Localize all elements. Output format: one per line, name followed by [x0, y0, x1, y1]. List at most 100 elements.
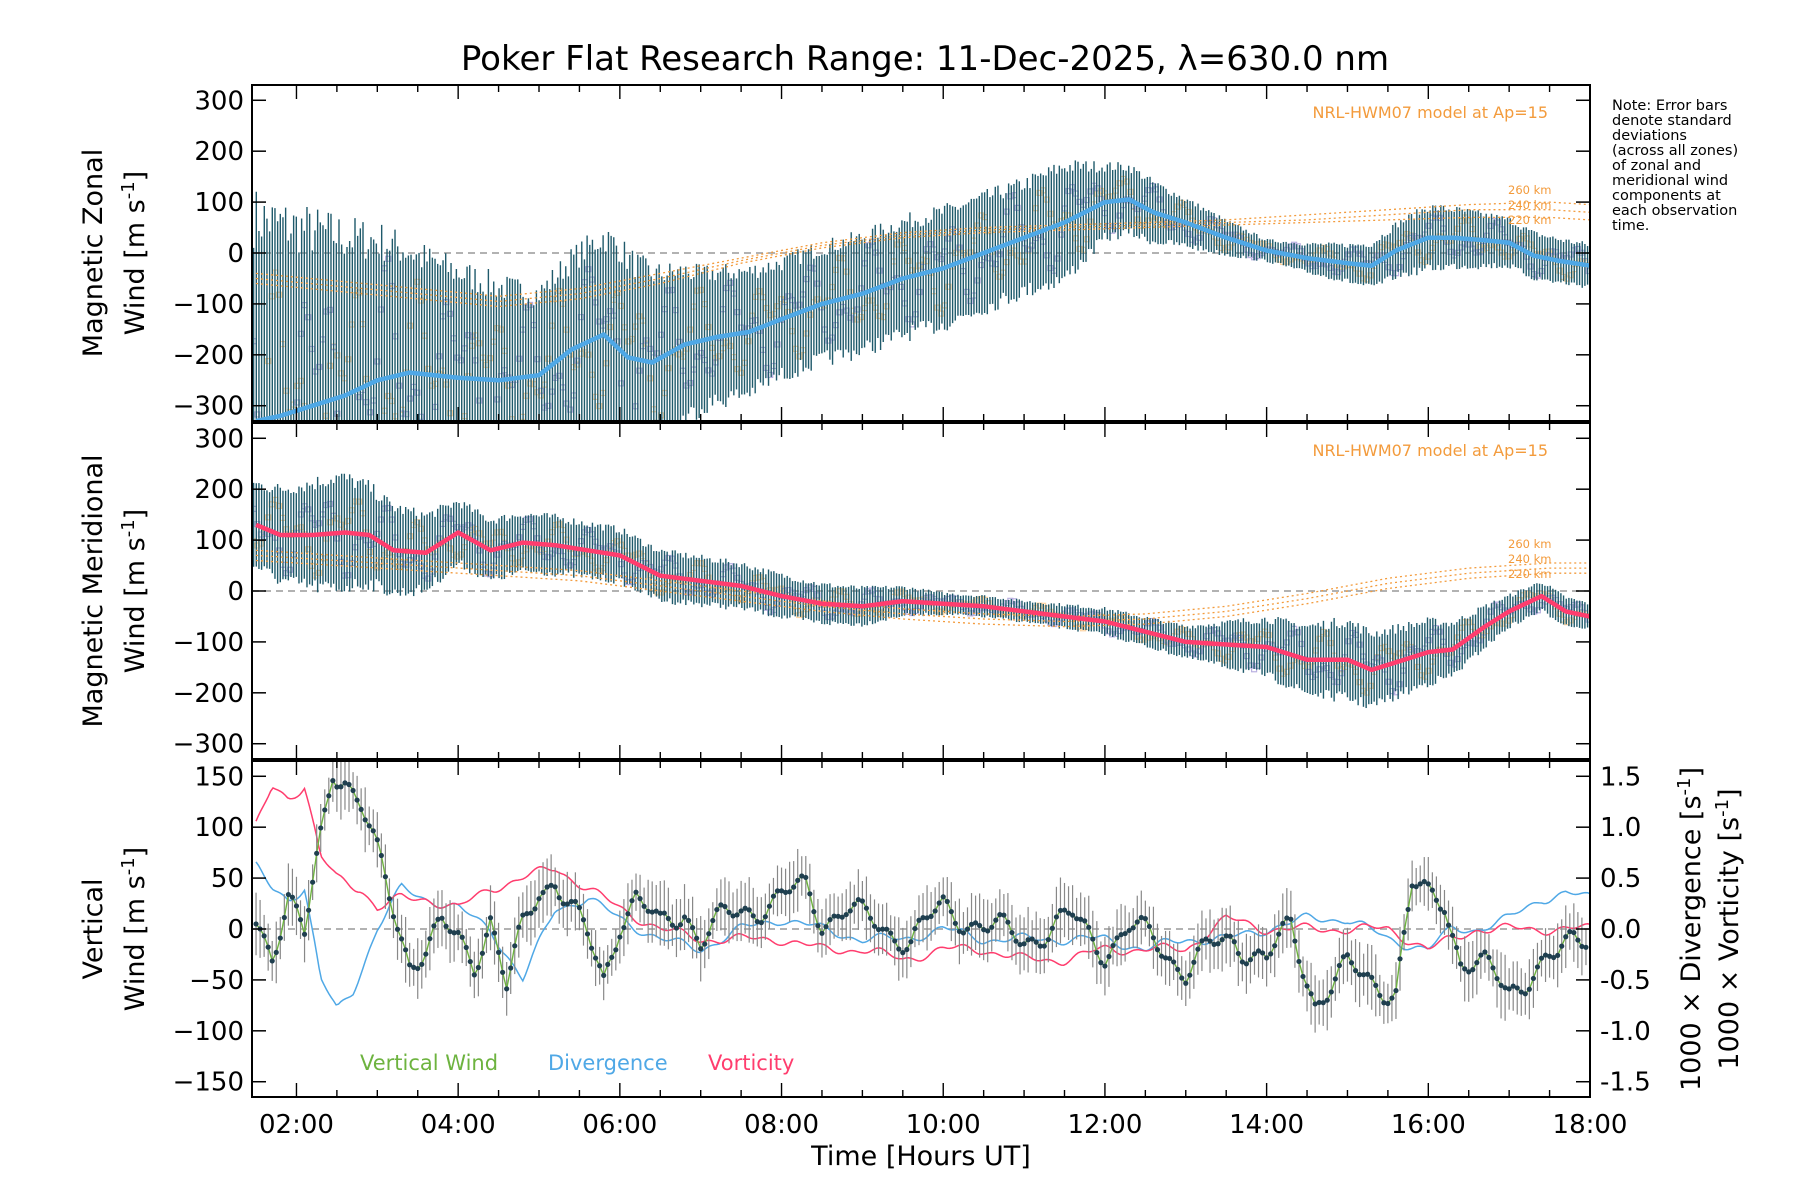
vertical-wind-point — [944, 898, 950, 905]
zone-point-orange — [1247, 638, 1254, 645]
zone-point-purple — [1054, 619, 1061, 626]
vertical-wind-point — [936, 900, 942, 906]
vertical-wind-line — [255, 778, 1587, 1005]
y-tick-label: 100 — [194, 813, 244, 843]
vertical-wind-point — [831, 913, 837, 919]
zone-point-orange — [1545, 248, 1552, 255]
zone-point-orange — [916, 262, 923, 269]
divergence-ylabel-text: 1000 × Divergence [s-1] — [1674, 767, 1707, 1091]
vertical-wind-point — [398, 936, 405, 942]
zone-point-orange — [647, 375, 654, 382]
vertical-wind-point — [1126, 927, 1132, 934]
zone-point-orange — [517, 433, 522, 438]
zone-point-purple — [1327, 671, 1334, 679]
zone-point-orange — [945, 283, 952, 290]
vertical-wind-point — [394, 926, 401, 932]
vertical-wind-point — [1069, 912, 1076, 918]
vertical-wind-point — [835, 913, 841, 919]
zone-point-purple — [1014, 204, 1021, 211]
vertical-wind-point — [960, 930, 967, 936]
zone-point-purple — [326, 500, 334, 508]
zone-point-orange — [275, 291, 283, 298]
y-tick-label: 300 — [194, 424, 244, 454]
zone-point-orange — [1076, 245, 1083, 253]
zone-point-orange — [455, 456, 460, 461]
vertical-wind-point — [1555, 952, 1561, 958]
vertical-wind-point — [326, 793, 332, 799]
zone-point-orange — [476, 530, 483, 537]
zone-point-purple — [767, 608, 774, 615]
vertical-wind-point — [1106, 953, 1112, 960]
zone-point-purple — [654, 350, 661, 357]
zone-point-orange — [1185, 630, 1192, 638]
zone-point-orange — [1567, 617, 1574, 624]
zone-point-purple — [291, 484, 296, 489]
y-tick-label: −150 — [173, 1068, 244, 1098]
vertical-wind-point — [532, 906, 538, 912]
zone-point-purple — [476, 397, 483, 404]
zone-point-orange — [705, 323, 712, 331]
vertical-wind-point — [1292, 938, 1298, 944]
zone-point-orange — [326, 362, 334, 369]
model-curve — [255, 209, 1590, 303]
vertical-wind-point — [875, 926, 882, 933]
zone-point-orange — [1527, 241, 1534, 248]
zone-point-purple — [1087, 188, 1094, 195]
vertical-wind-point — [762, 914, 768, 920]
zone-point-orange — [366, 548, 374, 556]
vertical-wind-point — [1466, 969, 1472, 975]
legend-divergence: Divergence — [548, 1051, 668, 1075]
zone-point-orange — [1065, 212, 1072, 219]
vertical-wind-point — [605, 961, 611, 968]
zone-point-purple — [454, 524, 461, 531]
vertical-wind-point — [1534, 964, 1541, 970]
vertical-wind-point — [350, 787, 356, 794]
vertical-wind-point — [1417, 881, 1423, 887]
zone-point-purple — [796, 301, 803, 308]
y-tick-label: 300 — [194, 86, 244, 116]
zone-point-purple — [480, 438, 485, 443]
vertical-wind-point — [742, 905, 748, 911]
zone-point-purple — [1185, 230, 1192, 238]
zone-point-purple — [574, 357, 581, 364]
zone-point-orange — [1356, 270, 1363, 277]
vertical-wind-point — [1001, 912, 1007, 918]
zone-point-purple — [1247, 662, 1254, 669]
vertical-wind-point — [997, 912, 1003, 918]
vorticity-line — [255, 786, 1590, 966]
zone-point-orange — [1316, 635, 1323, 642]
zone-point-orange — [556, 287, 563, 295]
zone-point-orange — [545, 355, 552, 362]
vertical-wind-point — [1223, 933, 1229, 939]
vertical-wind-point — [690, 925, 696, 931]
note-line: time. — [1612, 218, 1649, 234]
zone-point-orange — [368, 431, 373, 436]
vertical-wind-point — [1445, 922, 1452, 928]
vertical-ylabel-line2: Wind [m s-1] — [118, 847, 151, 1011]
vertical-wind-point — [859, 898, 865, 904]
zone-point-purple — [275, 547, 283, 554]
zone-point-orange — [451, 441, 456, 446]
zone-point-orange — [375, 461, 380, 466]
x-tick-label: 16:00 — [1391, 1110, 1466, 1140]
zone-point-purple — [636, 367, 643, 374]
zone-point-orange — [265, 357, 272, 365]
zone-point-orange — [836, 587, 843, 595]
vertical-wind-point — [342, 780, 348, 786]
zone-point-purple — [1007, 597, 1014, 604]
vertical-wind-point — [932, 908, 938, 914]
zone-point-orange — [716, 353, 723, 360]
vertical-wind-point — [1134, 919, 1140, 925]
vertical-wind-point — [900, 950, 906, 956]
zone-point-purple — [545, 554, 552, 561]
zone-point-purple — [774, 341, 781, 348]
zone-point-purple — [1476, 637, 1483, 644]
zone-point-orange — [414, 519, 421, 526]
zone-point-orange — [836, 254, 843, 262]
vertical-wind-point — [415, 965, 421, 972]
vertical-wind-point — [386, 896, 393, 902]
vertical-wind-point — [855, 896, 861, 903]
zone-point-orange — [1014, 252, 1021, 259]
vertical-wind-point — [722, 903, 728, 910]
vertical-wind-point — [423, 951, 429, 957]
